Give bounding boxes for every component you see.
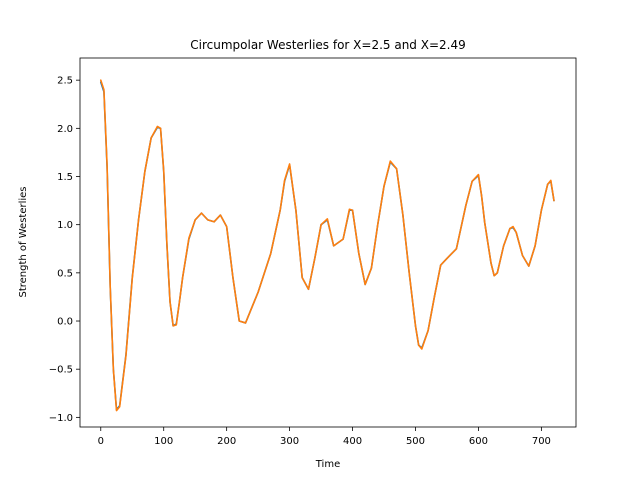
x-axis-label: Time: [315, 459, 340, 470]
x-tick-label: 100: [154, 436, 173, 447]
plot-frame: [79, 57, 577, 428]
x-tick-label: 300: [280, 436, 299, 447]
y-tick-label: −1.0: [49, 413, 73, 424]
y-axis-label: Strength of Westerlies: [18, 186, 29, 297]
x-tick-label: 400: [343, 436, 362, 447]
y-tick-label: 0.5: [57, 268, 73, 279]
y-axis: −1.0 −0.5 0.0 0.5 1.0 1.5 2.0 2.5: [49, 76, 80, 424]
series-line-2: [99, 79, 555, 412]
x-tick-label: 0: [98, 436, 104, 447]
x-axis: 0 100 200 300 400 500 600 700: [98, 427, 551, 447]
y-tick-label: 1.0: [57, 220, 73, 231]
x-tick-label: 700: [532, 436, 551, 447]
y-tick-label: 0.0: [57, 317, 73, 328]
x-tick-label: 200: [217, 436, 236, 447]
x-tick-label: 600: [469, 436, 488, 447]
y-tick-label: 1.5: [57, 172, 73, 183]
y-tick-label: −0.5: [49, 365, 73, 376]
chart-title: Circumpolar Westerlies for X=2.5 and X=2…: [190, 38, 465, 52]
x-tick-label: 500: [406, 436, 425, 447]
y-tick-label: 2.5: [57, 76, 73, 87]
plot-area: [79, 57, 577, 428]
y-tick-label: 2.0: [57, 124, 73, 135]
